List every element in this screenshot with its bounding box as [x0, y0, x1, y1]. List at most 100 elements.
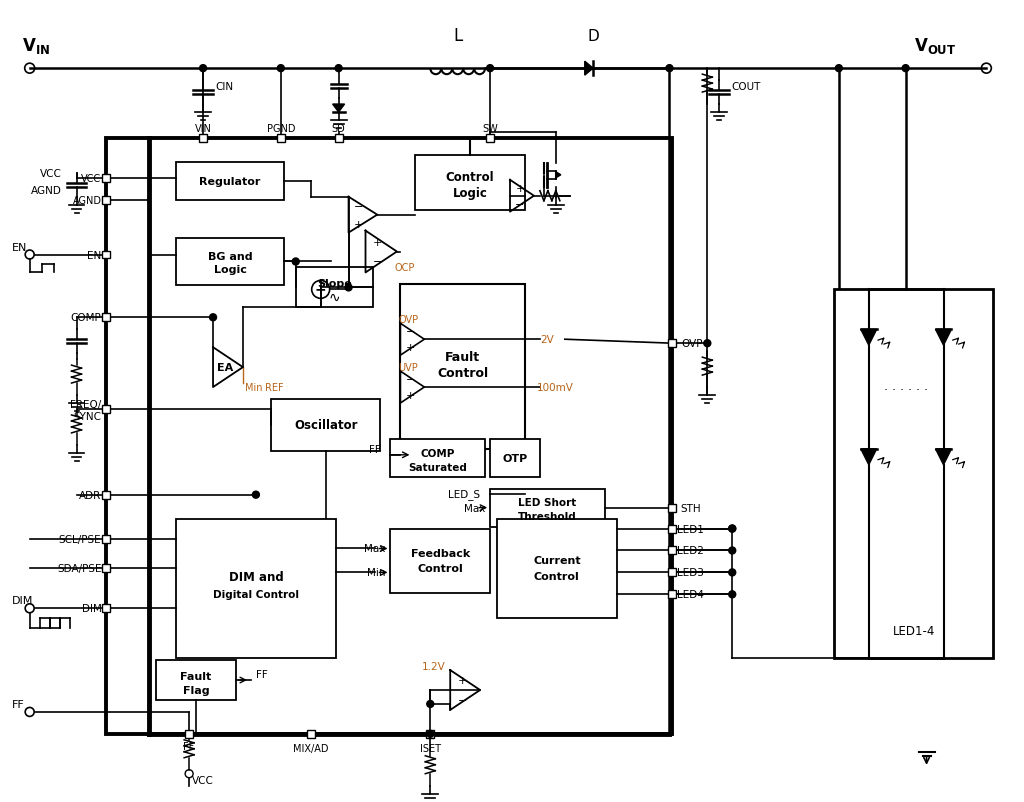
Bar [669, 340, 677, 348]
Circle shape [729, 569, 735, 576]
Circle shape [200, 66, 207, 72]
Bar [834, 290, 993, 658]
Text: VIN: VIN [195, 124, 212, 134]
Polygon shape [936, 330, 951, 346]
Bar [669, 590, 677, 598]
Circle shape [729, 525, 735, 533]
Text: LED2: LED2 [677, 546, 703, 556]
Bar [102, 565, 111, 573]
Text: SDA/PSE: SDA/PSE [57, 564, 101, 573]
Text: Logic: Logic [214, 265, 247, 275]
Text: Current: Current [534, 556, 581, 565]
Bar [106, 139, 673, 734]
Text: −: − [354, 201, 364, 212]
Text: Max: Max [365, 544, 385, 554]
Text: ADR: ADR [79, 490, 101, 500]
Text: FREQ/: FREQ/ [71, 399, 101, 410]
Text: Control: Control [418, 564, 463, 573]
Text: LED3: LED3 [677, 568, 703, 577]
Text: Fault: Fault [180, 671, 212, 681]
Text: COMP: COMP [71, 313, 101, 323]
Text: LED_S: LED_S [447, 488, 480, 500]
Circle shape [292, 259, 299, 265]
Text: EN: EN [87, 250, 101, 260]
Text: EN: EN [11, 242, 27, 252]
Text: +: + [373, 237, 382, 247]
Text: REF: REF [265, 383, 284, 392]
Bar [669, 547, 677, 555]
Text: ISET: ISET [420, 743, 440, 753]
Text: Max: Max [464, 503, 485, 513]
Text: PGND: PGND [266, 124, 295, 134]
Circle shape [703, 340, 711, 347]
Bar [102, 251, 111, 259]
Text: OVP: OVP [398, 315, 419, 325]
Bar [157, 660, 236, 700]
Bar [390, 529, 490, 593]
Text: LED4: LED4 [677, 589, 703, 600]
Text: COUT: COUT [731, 82, 761, 92]
Text: Min: Min [245, 383, 262, 392]
Text: +: + [354, 219, 364, 229]
Polygon shape [556, 172, 561, 179]
Bar [102, 491, 111, 499]
Text: VCC: VCC [40, 168, 61, 179]
Text: STH: STH [680, 503, 700, 513]
Bar [276, 135, 285, 143]
Circle shape [427, 701, 434, 707]
Text: −: − [406, 375, 415, 385]
Bar [176, 238, 284, 286]
Text: Control: Control [534, 572, 580, 581]
Bar [390, 439, 485, 477]
Text: D: D [588, 29, 599, 44]
Text: Feedback: Feedback [411, 549, 470, 559]
Text: Flag: Flag [183, 685, 210, 695]
Polygon shape [936, 449, 951, 465]
Text: UVP: UVP [398, 363, 418, 373]
Circle shape [345, 285, 352, 291]
Bar [296, 268, 374, 308]
Text: $\mathbf{V_{OUT}}$: $\mathbf{V_{OUT}}$ [913, 36, 955, 56]
Bar [486, 135, 494, 143]
Text: Oscillator: Oscillator [294, 419, 357, 431]
Text: Fault: Fault [445, 350, 480, 363]
Text: Digital Control: Digital Control [213, 589, 299, 600]
Bar [490, 489, 605, 527]
Text: −: − [406, 327, 415, 337]
Text: 1.2V: 1.2V [422, 662, 445, 671]
Bar [102, 605, 111, 613]
Text: Control: Control [437, 367, 488, 379]
Circle shape [278, 66, 285, 72]
Text: AGND: AGND [31, 185, 61, 196]
Text: −: − [515, 200, 524, 209]
Polygon shape [585, 62, 593, 76]
Text: +: + [406, 342, 415, 353]
Polygon shape [861, 330, 877, 346]
Text: Logic: Logic [453, 187, 487, 200]
Circle shape [729, 591, 735, 598]
Text: SCL/PSE: SCL/PSE [58, 534, 101, 544]
Circle shape [729, 525, 735, 533]
Text: Regulator: Regulator [200, 176, 261, 187]
Text: +: + [458, 675, 467, 685]
Text: CIN: CIN [215, 82, 233, 92]
Text: FF: FF [11, 699, 25, 709]
Text: OVP: OVP [682, 338, 703, 349]
Text: −: − [373, 257, 382, 267]
Circle shape [427, 731, 434, 737]
Bar [669, 504, 677, 512]
Bar [102, 535, 111, 543]
Text: VCC: VCC [193, 775, 214, 784]
Bar [102, 196, 111, 205]
Text: +: + [406, 391, 415, 400]
Bar [426, 730, 434, 738]
Text: FF: FF [256, 669, 267, 679]
Text: SD: SD [332, 124, 345, 134]
Bar [102, 314, 111, 322]
Text: FF: FF [369, 444, 381, 454]
Text: SYNC: SYNC [74, 411, 101, 421]
Text: SW: SW [482, 124, 498, 134]
Text: DIM and: DIM and [228, 570, 284, 583]
Text: Saturated: Saturated [408, 462, 467, 472]
Text: · · · · · ·: · · · · · · [884, 383, 928, 396]
